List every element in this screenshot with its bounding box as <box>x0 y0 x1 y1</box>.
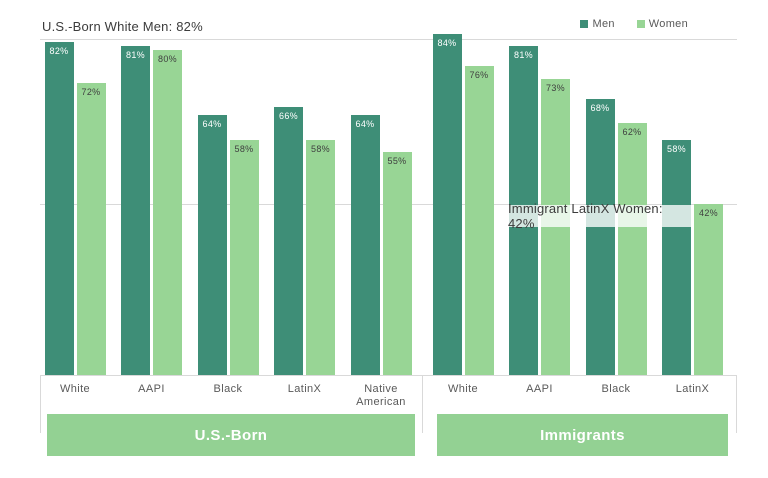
bar-u-s-born-latinx-women: 58% <box>306 140 335 375</box>
bar-immigrants-aapi-women: 73% <box>541 79 570 375</box>
band-immigrants-label: Immigrants <box>540 426 625 444</box>
bar-value-label: 58% <box>234 144 254 154</box>
bar-u-s-born-native-american-men: 64% <box>350 115 380 375</box>
bar-value-label: 81% <box>514 50 533 60</box>
bar-value-label: 58% <box>667 144 686 154</box>
bar-value-label: 64% <box>355 119 375 129</box>
bar-u-s-born-white-men: 82% <box>44 42 74 375</box>
bar-value-label: 64% <box>202 119 222 129</box>
bar-value-label: 76% <box>469 70 489 80</box>
bar-value-label: 80% <box>158 54 177 64</box>
legend-label-men: Men <box>592 18 615 30</box>
band-immigrants: Immigrants <box>437 414 728 456</box>
bar-immigrants-latinx-women: 42% <box>694 204 723 375</box>
legend-swatch-men-icon <box>580 20 589 28</box>
bar-u-s-born-black-men: 64% <box>197 115 227 375</box>
axis-divider-right <box>736 375 737 433</box>
bar-immigrants-black-women: 62% <box>617 123 647 375</box>
tick-label-u-s-born-white: White <box>59 383 91 395</box>
reference-line-82 <box>40 39 737 40</box>
legend-swatch-women-icon <box>636 20 645 28</box>
bar-value-label: 73% <box>546 83 565 93</box>
bar-value-label: 84% <box>437 38 457 48</box>
bar-value-label: 72% <box>81 87 101 97</box>
bar-value-label: 81% <box>126 50 145 60</box>
bar-u-s-born-aapi-women: 80% <box>153 50 182 375</box>
tick-label-immigrants-white: White <box>447 383 479 395</box>
legend: Men Women <box>580 18 688 30</box>
bar-value-label: 58% <box>311 144 330 154</box>
bar-u-s-born-white-women: 72% <box>76 83 106 375</box>
band-us-born-label: U.S.-Born <box>194 426 268 444</box>
bar-u-s-born-aapi-men: 81% <box>121 46 150 375</box>
x-axis-line <box>40 375 737 376</box>
legend-label-women: Women <box>648 18 688 30</box>
tick-label-u-s-born-aapi: AAPI <box>138 383 165 395</box>
bar-value-label: 42% <box>699 208 718 218</box>
bar-value-label: 55% <box>387 156 407 166</box>
tick-label-u-s-born-latinx: LatinX <box>287 383 322 395</box>
legend-item-men: Men <box>580 18 614 30</box>
axis-divider-middle <box>422 375 423 433</box>
bar-value-label: 82% <box>49 46 69 56</box>
annotation-immigrant-latinx-women: Immigrant LatinX Women: 42% <box>508 201 692 231</box>
tick-label-u-s-born-native-american: Native American <box>356 383 406 408</box>
tick-label-immigrants-black: Black <box>601 383 631 395</box>
axis-divider-left <box>40 375 41 433</box>
band-us-born: U.S.-Born <box>47 414 415 456</box>
bar-immigrants-white-women: 76% <box>464 66 494 375</box>
tick-label-immigrants-aapi: AAPI <box>526 383 553 395</box>
annotation-usborn-white-men: U.S.-Born White Men: 82% <box>42 19 203 34</box>
bar-value-label: 66% <box>279 111 298 121</box>
bar-value-label: 62% <box>622 127 642 137</box>
bar-immigrants-black-men: 68% <box>585 99 615 375</box>
bar-u-s-born-native-american-women: 55% <box>382 152 412 375</box>
tick-label-u-s-born-black: Black <box>213 383 243 395</box>
bar-u-s-born-latinx-men: 66% <box>274 107 303 375</box>
bar-value-label: 68% <box>590 103 610 113</box>
bar-u-s-born-black-women: 58% <box>229 140 259 375</box>
tick-label-immigrants-latinx: LatinX <box>675 383 710 395</box>
legend-item-women: Women <box>636 18 688 30</box>
bar-immigrants-latinx-men: 58% <box>662 140 691 375</box>
bar-immigrants-white-men: 84% <box>432 34 462 375</box>
